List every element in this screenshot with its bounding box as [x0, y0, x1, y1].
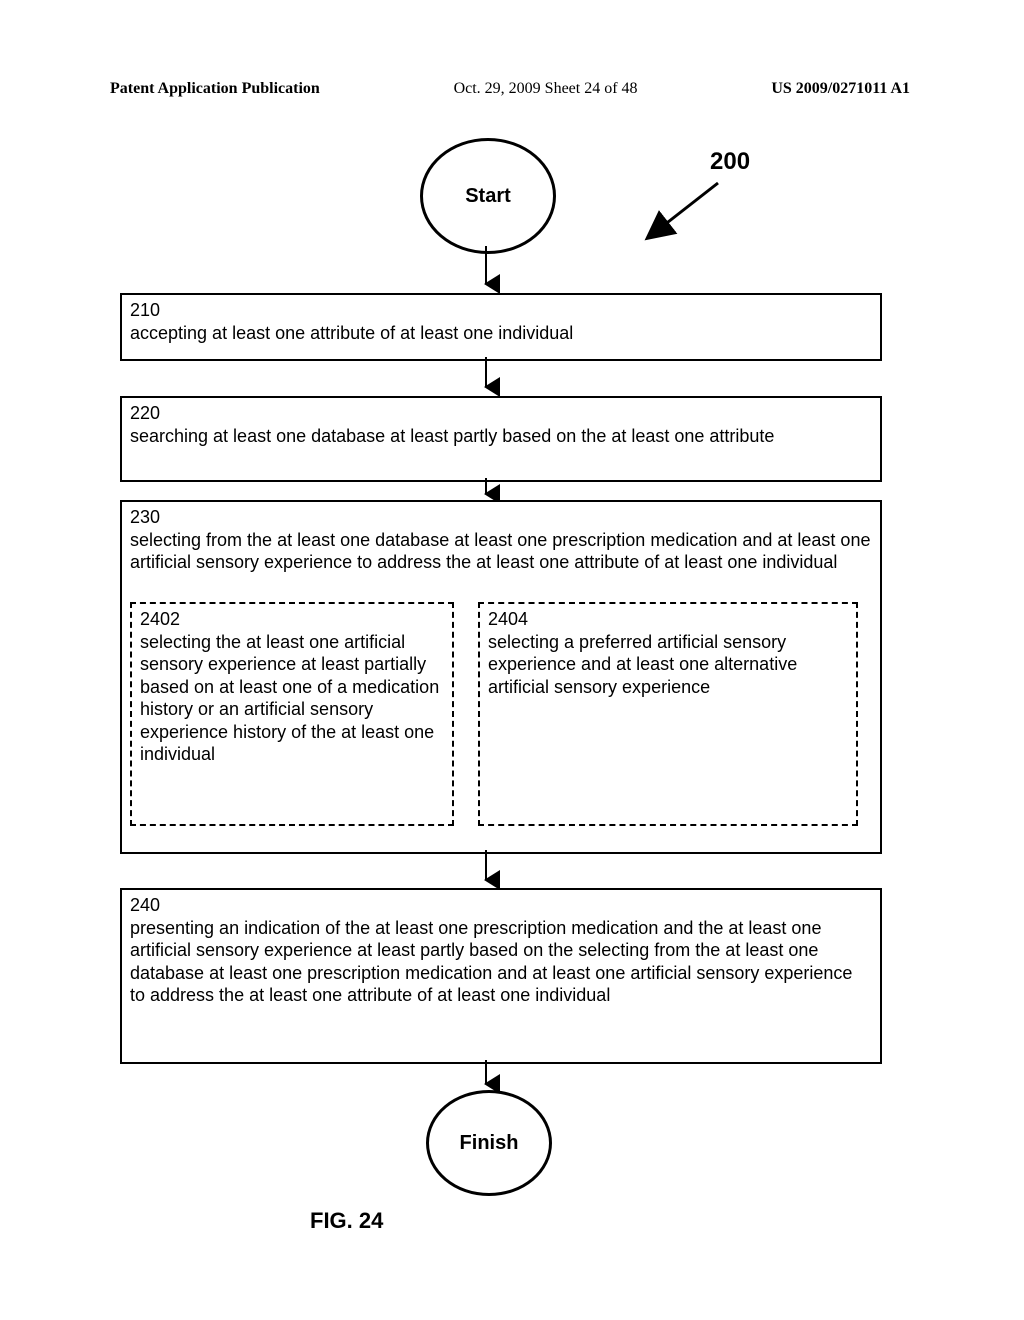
start-node: Start: [420, 138, 556, 254]
page: Patent Application Publication Oct. 29, …: [110, 80, 910, 1218]
finish-node: Finish: [426, 1090, 552, 1196]
ref-200-arrow: [640, 178, 730, 248]
subbox-2402-num: 2402: [140, 608, 444, 631]
box-220-num: 220: [130, 402, 872, 425]
box-230: 230 selecting from the at least one data…: [120, 500, 882, 854]
box-240: 240 presenting an indication of the at l…: [120, 888, 882, 1064]
header-right: US 2009/0271011 A1: [771, 80, 910, 98]
subbox-2402: 2402 selecting the at least one artifici…: [130, 602, 454, 826]
arrow-230-240: [478, 850, 494, 890]
box-230-text: selecting from the at least one database…: [130, 529, 872, 574]
header-left: Patent Application Publication: [110, 80, 320, 98]
page-header: Patent Application Publication Oct. 29, …: [110, 80, 910, 98]
box-210-num: 210: [130, 299, 872, 322]
box-210: 210 accepting at least one attribute of …: [120, 293, 882, 361]
subbox-2404-text: selecting a preferred artificial sensory…: [488, 631, 848, 699]
figure-label: FIG. 24: [310, 1208, 383, 1234]
box-210-text: accepting at least one attribute of at l…: [130, 322, 872, 345]
box-220-text: searching at least one database at least…: [130, 425, 872, 448]
arrow-210-220: [478, 357, 494, 397]
box-220: 220 searching at least one database at l…: [120, 396, 882, 482]
flowchart: Start 200 210 accepting at least one: [120, 138, 900, 1218]
box-240-num: 240: [130, 894, 872, 917]
arrow-240-finish: [478, 1060, 494, 1094]
box-230-num: 230: [130, 506, 872, 529]
start-label: Start: [465, 185, 511, 208]
subbox-2404: 2404 selecting a preferred artificial se…: [478, 602, 858, 826]
ref-200-label: 200: [710, 148, 750, 176]
subbox-2402-text: selecting the at least one artificial se…: [140, 631, 444, 766]
finish-label: Finish: [460, 1132, 519, 1155]
header-mid: Oct. 29, 2009 Sheet 24 of 48: [454, 80, 638, 98]
subbox-2404-num: 2404: [488, 608, 848, 631]
box-240-text: presenting an indication of the at least…: [130, 917, 872, 1007]
